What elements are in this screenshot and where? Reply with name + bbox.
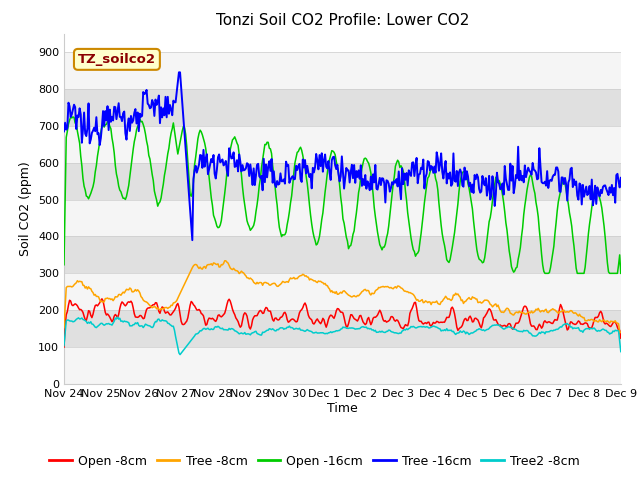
Bar [64, 310, 621, 347]
Legend: Open -8cm, Tree -8cm, Open -16cm, Tree -16cm, Tree2 -8cm: Open -8cm, Tree -8cm, Open -16cm, Tree -… [44, 450, 585, 473]
Bar [64, 273, 621, 310]
Bar [64, 126, 621, 163]
Bar [64, 237, 621, 273]
Y-axis label: Soil CO2 (ppm): Soil CO2 (ppm) [19, 161, 33, 256]
Bar [64, 347, 621, 384]
Title: Tonzi Soil CO2 Profile: Lower CO2: Tonzi Soil CO2 Profile: Lower CO2 [216, 13, 469, 28]
Text: TZ_soilco2: TZ_soilco2 [78, 53, 156, 66]
Bar [64, 200, 621, 237]
X-axis label: Time: Time [327, 402, 358, 415]
Bar [64, 52, 621, 89]
Bar [64, 163, 621, 200]
Bar [64, 89, 621, 126]
